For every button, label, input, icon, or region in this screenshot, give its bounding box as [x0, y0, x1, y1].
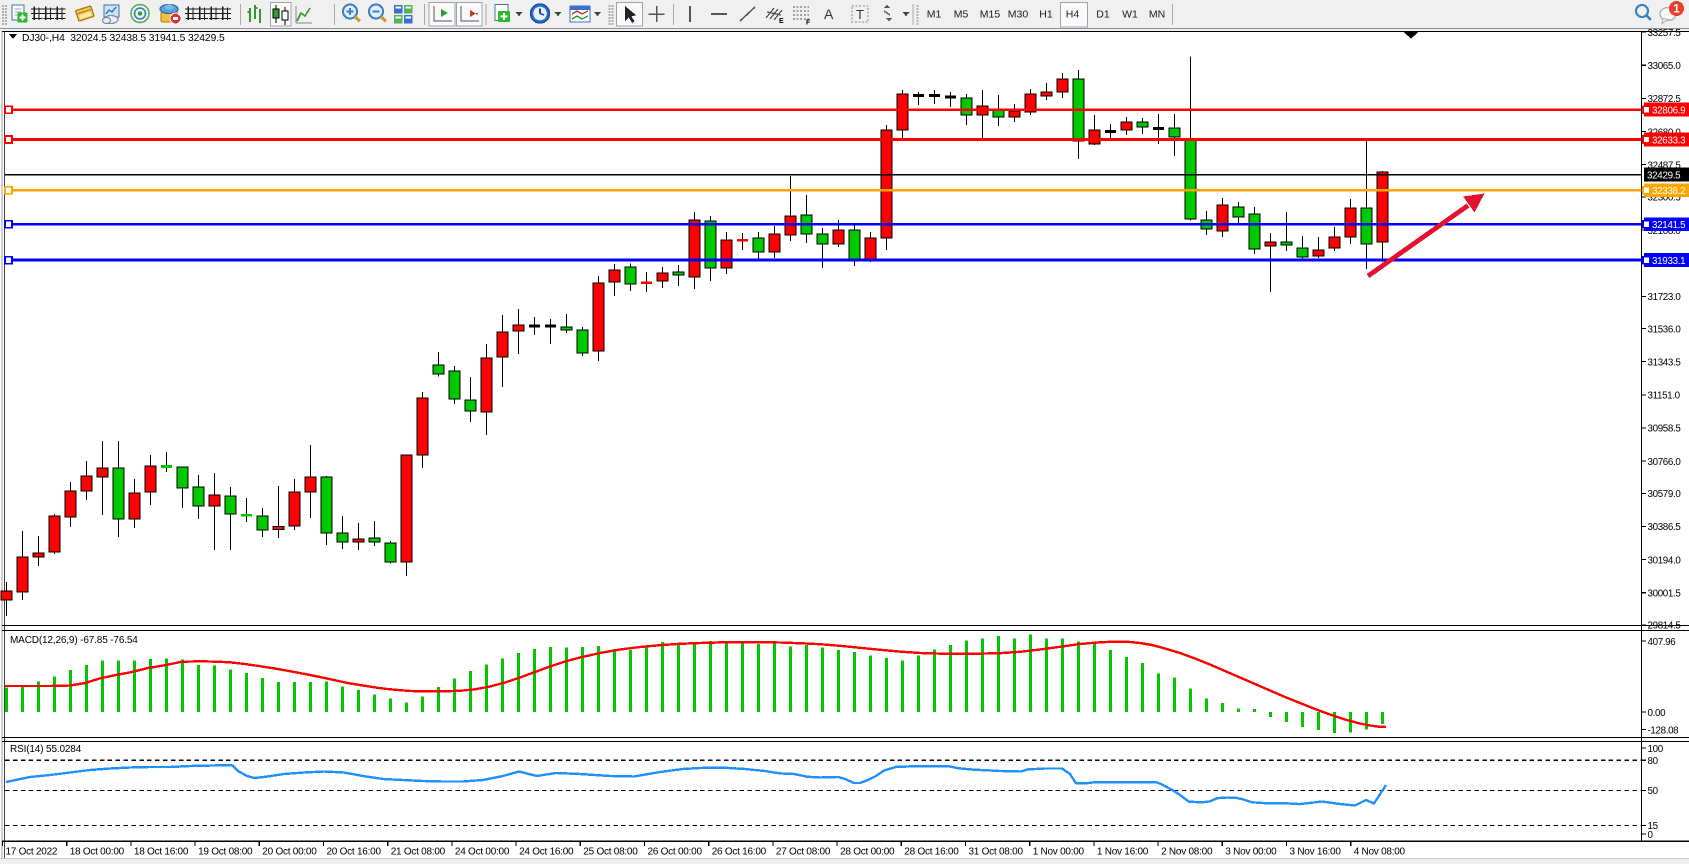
svg-text:21 Oct 08:00: 21 Oct 08:00 [391, 847, 446, 858]
svg-text:31 Oct 08:00: 31 Oct 08:00 [969, 847, 1024, 858]
svg-text:32872.5: 32872.5 [1648, 94, 1682, 105]
svg-text:4 Nov 08:00: 4 Nov 08:00 [1354, 847, 1406, 858]
svg-text:24 Oct 00:00: 24 Oct 00:00 [455, 847, 510, 858]
svg-text:30579.0: 30579.0 [1648, 489, 1682, 500]
svg-text:29814.5: 29814.5 [1648, 621, 1682, 632]
svg-text:30386.5: 30386.5 [1648, 522, 1682, 533]
svg-text:MN: MN [1149, 9, 1165, 21]
svg-text:18 Oct 00:00: 18 Oct 00:00 [70, 847, 125, 858]
svg-text:MACD(12,26,9) -67.85 -76.54: MACD(12,26,9) -67.85 -76.54 [10, 635, 138, 646]
svg-text:32429.5: 32429.5 [1647, 171, 1681, 182]
svg-text:T: T [856, 7, 864, 22]
svg-text:407.96: 407.96 [1648, 637, 1677, 648]
svg-text:0.00: 0.00 [1648, 708, 1667, 719]
svg-text:19 Oct 08:00: 19 Oct 08:00 [198, 847, 253, 858]
svg-text:18 Oct 16:00: 18 Oct 16:00 [134, 847, 189, 858]
svg-text:24 Oct 16:00: 24 Oct 16:00 [519, 847, 574, 858]
svg-text:1 Nov 16:00: 1 Nov 16:00 [1097, 847, 1149, 858]
svg-text:-128.08: -128.08 [1648, 725, 1680, 736]
svg-text:D1: D1 [1096, 9, 1110, 21]
svg-text:H4: H4 [1066, 9, 1080, 21]
svg-text:31343.5: 31343.5 [1648, 357, 1682, 368]
svg-text:E: E [779, 18, 784, 25]
svg-text:W1: W1 [1122, 9, 1138, 21]
svg-text:RSI(14) 55.0284: RSI(14) 55.0284 [10, 744, 82, 755]
svg-text:F: F [806, 20, 811, 27]
svg-text:M15: M15 [980, 9, 1001, 21]
svg-text:100: 100 [1648, 744, 1664, 755]
svg-text:30766.0: 30766.0 [1648, 457, 1682, 468]
svg-text:31933.1: 31933.1 [1652, 256, 1685, 267]
svg-text:15: 15 [1648, 821, 1659, 832]
svg-text:1 Nov 00:00: 1 Nov 00:00 [1033, 847, 1085, 858]
svg-text:32338.2: 32338.2 [1652, 186, 1685, 197]
svg-text:2 Nov 08:00: 2 Nov 08:00 [1161, 847, 1213, 858]
svg-text:M1: M1 [927, 9, 942, 21]
svg-text:32141.5: 32141.5 [1652, 220, 1686, 231]
svg-text:31151.0: 31151.0 [1648, 391, 1681, 402]
svg-text:30001.5: 30001.5 [1648, 589, 1682, 600]
svg-text:28 Oct 00:00: 28 Oct 00:00 [840, 847, 895, 858]
svg-text:1: 1 [1673, 4, 1680, 16]
svg-text:50: 50 [1648, 786, 1659, 797]
svg-text:26 Oct 16:00: 26 Oct 16:00 [712, 847, 767, 858]
svg-text:32108.0: 32108.0 [1648, 226, 1682, 237]
svg-text:32487.5: 32487.5 [1648, 160, 1682, 171]
svg-text:30958.5: 30958.5 [1648, 424, 1682, 435]
svg-text:30194.0: 30194.0 [1648, 555, 1682, 566]
svg-text:M30: M30 [1008, 9, 1029, 21]
svg-text:28 Oct 16:00: 28 Oct 16:00 [904, 847, 959, 858]
svg-text:20 Oct 00:00: 20 Oct 00:00 [262, 847, 317, 858]
svg-text:17 Oct 2022: 17 Oct 2022 [6, 847, 58, 858]
svg-text:33065.0: 33065.0 [1648, 61, 1682, 72]
svg-text:DJ30-,H4 32024.5 32438.5 3194: DJ30-,H4 32024.5 32438.5 31941.5 32429.5 [22, 33, 225, 44]
svg-text:0: 0 [1648, 830, 1654, 841]
svg-text:31723.0: 31723.0 [1648, 292, 1682, 303]
svg-text:32633.3: 32633.3 [1652, 135, 1686, 146]
svg-text:31536.0: 31536.0 [1648, 324, 1682, 335]
svg-text:27 Oct 08:00: 27 Oct 08:00 [776, 847, 831, 858]
svg-text:80: 80 [1648, 756, 1659, 767]
svg-text:32806.9: 32806.9 [1652, 106, 1685, 117]
svg-text:25 Oct 08:00: 25 Oct 08:00 [583, 847, 638, 858]
svg-text:A: A [824, 6, 834, 22]
svg-text:33257.5: 33257.5 [1648, 28, 1682, 39]
svg-text:32300.5: 32300.5 [1648, 193, 1682, 204]
svg-text:H1: H1 [1039, 9, 1053, 21]
svg-text:3 Nov 16:00: 3 Nov 16:00 [1290, 847, 1342, 858]
svg-text:20 Oct 16:00: 20 Oct 16:00 [327, 847, 382, 858]
svg-text:26 Oct 00:00: 26 Oct 00:00 [648, 847, 703, 858]
svg-text:M5: M5 [954, 9, 969, 21]
svg-text:3 Nov 00:00: 3 Nov 00:00 [1225, 847, 1277, 858]
